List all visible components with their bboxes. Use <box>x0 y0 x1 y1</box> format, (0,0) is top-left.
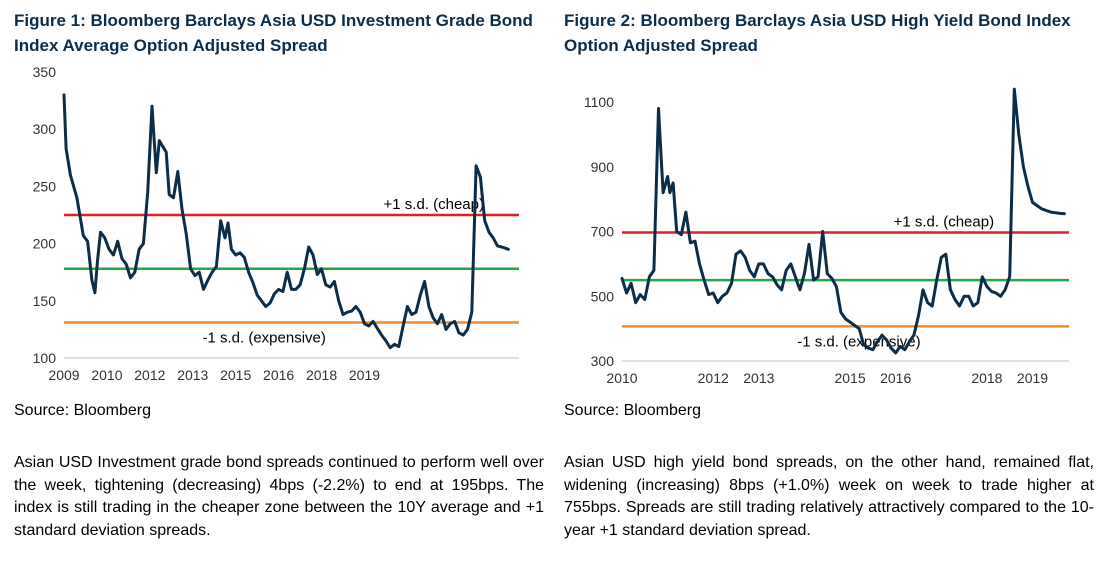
x-tick-label: 2016 <box>263 367 294 383</box>
figure-2-source: Source: Bloomberg <box>564 402 701 419</box>
y-tick-label: 900 <box>591 159 615 175</box>
y-tick-label: 500 <box>591 288 615 304</box>
spread-series-line <box>62 93 510 350</box>
x-tick-label: 2015 <box>220 367 251 383</box>
x-tick-label: 2013 <box>177 367 208 383</box>
spread-series-line <box>620 87 1066 355</box>
figure-1-chart: 100 150 200 250 300 350 2009 2010 2012 2013 2015 20… <box>33 64 519 383</box>
x-tick-label: 2018 <box>971 370 1002 386</box>
figure-2-panel: Figure 2: Bloomberg Barclays Asia USD Hi… <box>564 0 1104 569</box>
x-tick-label: 2019 <box>1017 370 1048 386</box>
figure-2-description: Asian USD high yield bond spreads, on th… <box>564 454 1094 539</box>
y-tick-label: 700 <box>591 224 615 240</box>
figure-1-description: Asian USD Investment grade bond spreads … <box>14 454 544 539</box>
figure-1-source: Source: Bloomberg <box>14 402 151 419</box>
x-tick-label: 2010 <box>91 367 122 383</box>
reference-line-label: +1 s.d. (cheap) <box>894 213 994 230</box>
y-tick-label: 300 <box>591 353 615 369</box>
x-tick-label: 2015 <box>834 370 865 386</box>
y-tick-label: 250 <box>33 178 57 194</box>
y-tick-label: 200 <box>33 236 57 252</box>
figure-1-title: Figure 1: Bloomberg Barclays Asia USD In… <box>14 11 533 55</box>
x-tick-label: 2018 <box>306 367 337 383</box>
figure-2-chart: 300 500 700 900 1100 2010 2012 2013 2015 2016 2018… <box>584 87 1069 386</box>
x-tick-label: 2009 <box>48 367 79 383</box>
y-tick-label: 1100 <box>584 94 614 110</box>
x-tick-label: 2013 <box>743 370 774 386</box>
y-tick-label: 150 <box>33 293 57 309</box>
figure-1-panel: Figure 1: Bloomberg Barclays Asia USD In… <box>14 0 554 569</box>
reference-line-label: +1 s.d. (cheap) <box>384 196 484 213</box>
x-tick-label: 2012 <box>698 370 729 386</box>
x-tick-label: 2010 <box>606 370 637 386</box>
y-tick-label: 350 <box>33 64 57 80</box>
x-tick-label: 2012 <box>134 367 165 383</box>
figure-2-title: Figure 2: Bloomberg Barclays Asia USD Hi… <box>564 11 1071 55</box>
y-tick-label: 300 <box>33 121 57 137</box>
x-tick-label: 2019 <box>349 367 380 383</box>
x-tick-label: 2016 <box>880 370 911 386</box>
reference-line-label: -1 s.d. (expensive) <box>203 330 326 347</box>
y-tick-label: 100 <box>33 350 57 366</box>
